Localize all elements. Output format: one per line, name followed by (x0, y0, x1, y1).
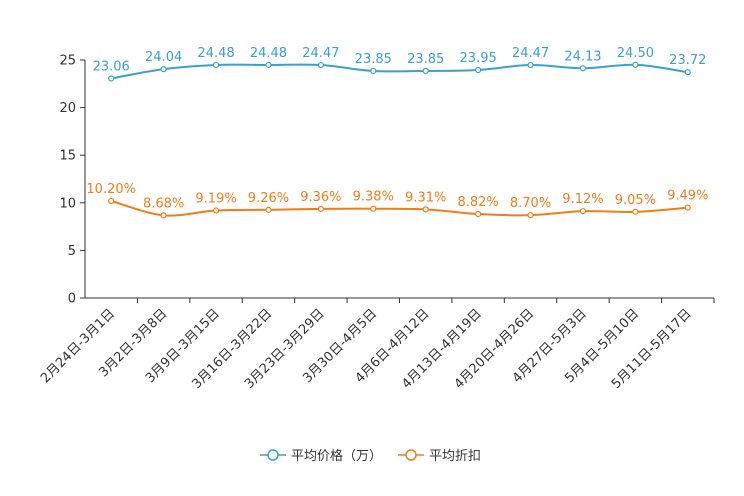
data-point (160, 66, 167, 73)
series-line (111, 63, 688, 80)
data-label: 8.68% (143, 196, 184, 211)
y-tick-label: 15 (59, 149, 76, 164)
data-point (684, 69, 691, 76)
data-point (527, 212, 534, 219)
y-tick-label: 0 (68, 292, 76, 307)
data-label: 24.47 (512, 46, 549, 61)
data-point (632, 61, 639, 68)
data-point (108, 197, 115, 204)
data-label: 8.82% (457, 195, 498, 210)
data-label: 9.26% (248, 191, 289, 206)
data-point (579, 208, 587, 215)
data-label: 23.06 (93, 59, 130, 74)
data-point (422, 67, 429, 75)
series-avg-discount: 10.20% 8.68% 9.19% 9.26% 9.36% 9.38% 9.31% 8.82… (86, 182, 708, 219)
data-point (212, 61, 220, 69)
data-label: 23.95 (460, 51, 497, 66)
data-point (160, 212, 167, 219)
data-label: 24.47 (302, 46, 339, 61)
data-point (370, 205, 377, 212)
data-point (108, 75, 115, 82)
data-point (527, 61, 534, 69)
data-label: 9.49% (667, 189, 708, 204)
data-label: 24.13 (564, 49, 601, 64)
series-layer: 23.06 24.04 24.48 24.48 24.47 23.85 23.85 23.95… (86, 46, 708, 219)
data-label: 9.31% (405, 190, 446, 205)
data-point (265, 206, 272, 213)
legend-label: 平均价格（万） (291, 448, 382, 464)
data-label: 9.05% (615, 193, 656, 208)
data-label: 9.38% (353, 190, 394, 205)
data-point (370, 67, 377, 75)
data-label: 9.19% (195, 192, 236, 207)
data-label: 24.48 (197, 46, 234, 61)
data-point (684, 204, 691, 211)
data-point (475, 66, 482, 74)
data-label: 8.70% (510, 196, 551, 211)
data-label: 9.36% (300, 190, 341, 205)
data-label: 23.72 (669, 53, 706, 68)
y-tick-label: 5 (68, 244, 76, 259)
y-tick-label: 20 (59, 101, 76, 116)
legend-label: 平均折扣 (429, 449, 481, 464)
data-label: 9.12% (562, 192, 603, 207)
data-point (317, 205, 324, 212)
axes: 05101520252月24日-3月1日3月2日-3月8日3月9日-3月15日3… (38, 54, 715, 392)
data-label: 24.50 (617, 46, 654, 61)
data-label: 24.04 (145, 50, 182, 65)
data-point (317, 61, 324, 69)
data-label: 10.20% (86, 182, 136, 197)
series-avg-price: 23.06 24.04 24.48 24.48 24.47 23.85 23.85 23.95… (93, 46, 706, 82)
data-label: 24.48 (250, 46, 287, 61)
y-tick-label: 10 (59, 196, 76, 211)
y-tick-label: 25 (59, 54, 76, 69)
data-label: 23.85 (407, 52, 444, 67)
legend-item-avg-price[interactable]: 平均价格（万） (260, 448, 382, 464)
legend-marker-icon (405, 449, 417, 461)
data-label: 23.85 (355, 52, 392, 67)
data-point (632, 208, 639, 215)
data-point (265, 61, 272, 69)
series-line (110, 199, 688, 217)
data-point (212, 207, 220, 214)
data-point (475, 210, 482, 218)
legend-item-avg-discount[interactable]: 平均折扣 (398, 449, 481, 464)
legend-marker-icon (267, 449, 279, 461)
legend: 平均价格（万） 平均折扣 (260, 448, 481, 464)
data-point (579, 65, 587, 72)
data-point (422, 206, 429, 213)
